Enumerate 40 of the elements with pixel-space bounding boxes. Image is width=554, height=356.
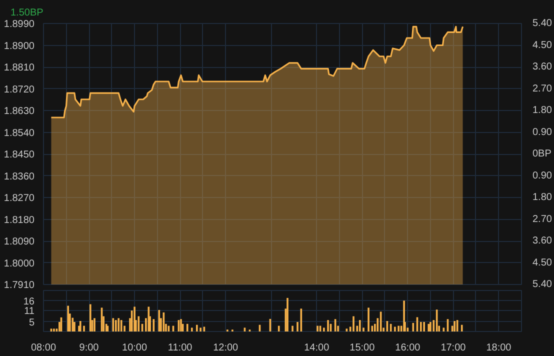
y-tick-label: 1.8990 <box>4 19 35 30</box>
x-tick-label: 16:00 <box>395 342 421 354</box>
y-tick-label: 1.8540 <box>4 128 35 139</box>
y-tick-label: 1.8180 <box>4 214 35 226</box>
y-tick-label: 1.8630 <box>4 106 35 117</box>
y-tick-label: 11 <box>24 306 35 318</box>
y2-tick-label: 1.80 <box>532 192 552 203</box>
x-tick-label: 08:00 <box>30 342 56 354</box>
y2-tick-label: 0BP <box>532 148 552 160</box>
y2-tick-label: 0.90 <box>532 126 552 138</box>
y2-tick-label: 5.40 <box>532 279 552 290</box>
x-tick-label: 9:00 <box>79 342 100 354</box>
x-tick-label: 17:00 <box>440 342 466 354</box>
y-tick-label: 5 <box>28 317 35 328</box>
text: 1.50BP <box>10 8 44 18</box>
y2-tick-label: 2.70 <box>532 214 552 225</box>
y2-tick-label: 4.50 <box>532 40 552 51</box>
y2-tick-label: 0.90 <box>532 170 552 182</box>
x-tick-label: 12:00 <box>213 342 239 354</box>
y-tick-label: 1.8900 <box>4 40 35 52</box>
y-tick-label: 16 <box>23 296 35 308</box>
x-tick-label: 15:00 <box>350 342 376 354</box>
y-tick-label: 1.8270 <box>4 193 35 204</box>
x-tick-label: 14:00 <box>304 342 330 354</box>
y-tick-label: 1.8720 <box>4 84 35 96</box>
y-tick-label: 1.8810 <box>4 62 35 74</box>
x-tick-label: 18:00 <box>486 342 512 354</box>
x-tick-label: 10:00 <box>122 342 148 354</box>
y2-tick-label: 4.50 <box>532 257 552 268</box>
y-tick-label: 1.8090 <box>4 236 35 248</box>
y-tick-label: 1.8000 <box>4 258 35 270</box>
y-tick-label: 1.7910 <box>4 280 35 291</box>
y-tick-label: 1.8450 <box>4 150 35 160</box>
y2-tick-label: 3.60 <box>532 236 552 246</box>
y-tick-label: 1.8360 <box>4 171 35 182</box>
y2-tick-label: 5.40 <box>532 18 552 29</box>
x-tick-label: 11:00 <box>168 342 193 354</box>
y2-tick-label: 1.80 <box>532 105 552 116</box>
y2-tick-label: 3.60 <box>532 62 552 72</box>
y2-tick-label: 2.70 <box>532 83 552 94</box>
